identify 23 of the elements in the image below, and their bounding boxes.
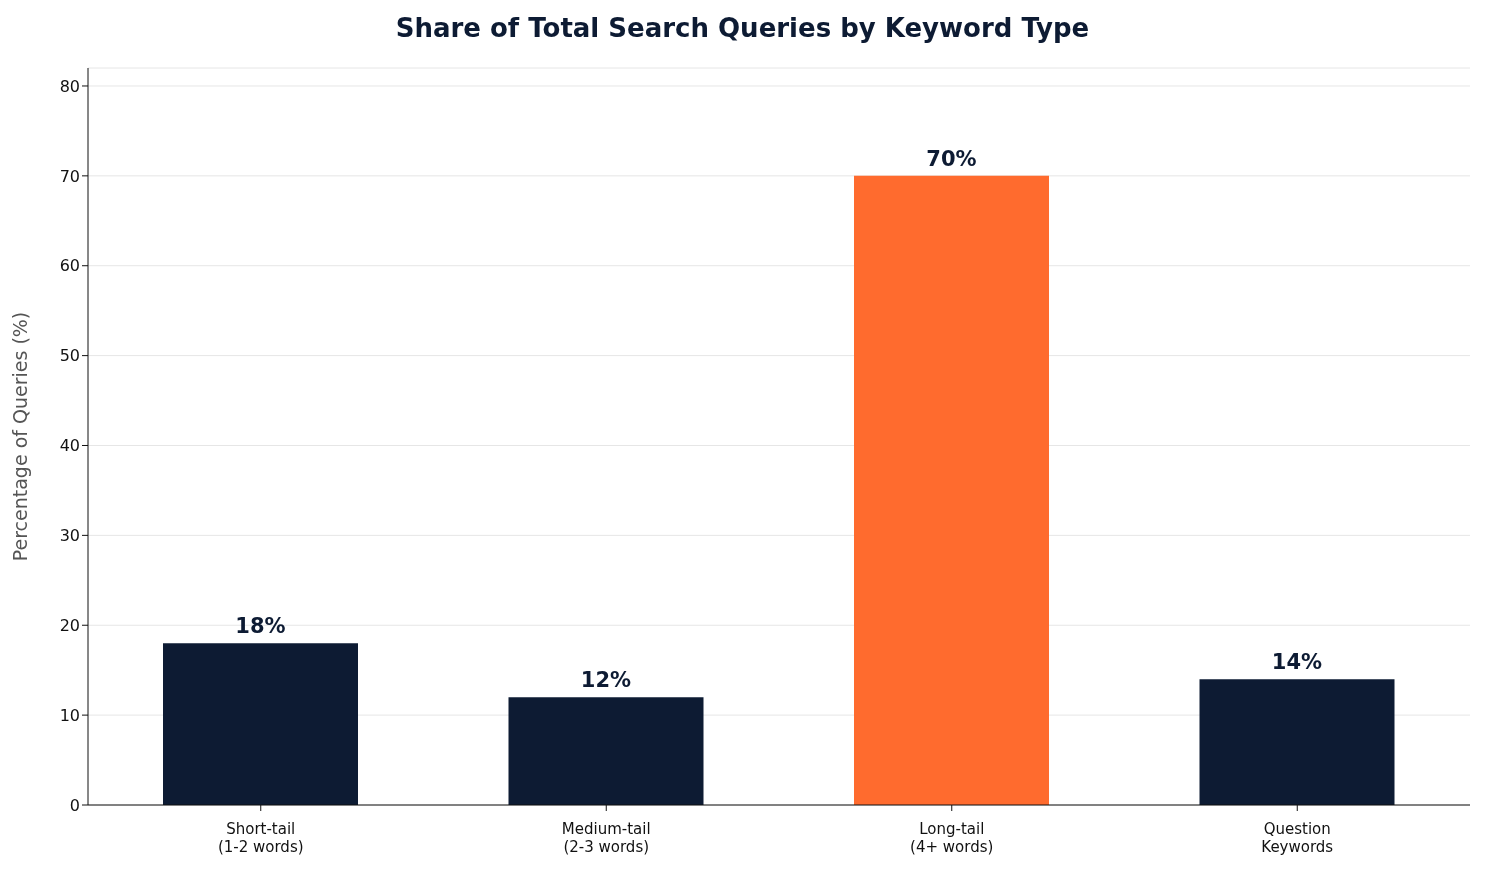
data-label: 14%: [1271, 650, 1323, 675]
data-label: 18%: [235, 614, 286, 639]
y-tick-label: 40: [59, 436, 80, 456]
x-tick-label: Short-tail (1-2 words): [217, 820, 304, 856]
data-label: 12%: [580, 668, 632, 693]
bar: [1199, 679, 1395, 805]
y-tick-label: 60: [59, 256, 80, 276]
y-tick-label: 10: [59, 705, 80, 725]
y-tick-label: 70: [59, 166, 80, 186]
x-tick-label: Long-tail (4+ words): [910, 820, 994, 856]
y-tick-label: 30: [59, 526, 80, 546]
bar: [508, 697, 704, 805]
bar: [854, 175, 1049, 805]
y-axis-title: Percentage of Queries (%): [8, 311, 31, 562]
chart-title: Share of Total Search Queries by Keyword Type: [394, 12, 1091, 45]
x-tick-label: Medium-tail (2-3 words): [561, 820, 651, 856]
y-tick-label: 50: [59, 346, 80, 366]
y-tick-label: 20: [59, 615, 80, 635]
data-label: 70%: [926, 146, 977, 171]
y-tick-label: 0: [69, 795, 80, 815]
y-tick-label: 80: [59, 76, 80, 96]
bar: [163, 643, 358, 805]
x-tick-label: Question Keywords: [1261, 820, 1334, 856]
